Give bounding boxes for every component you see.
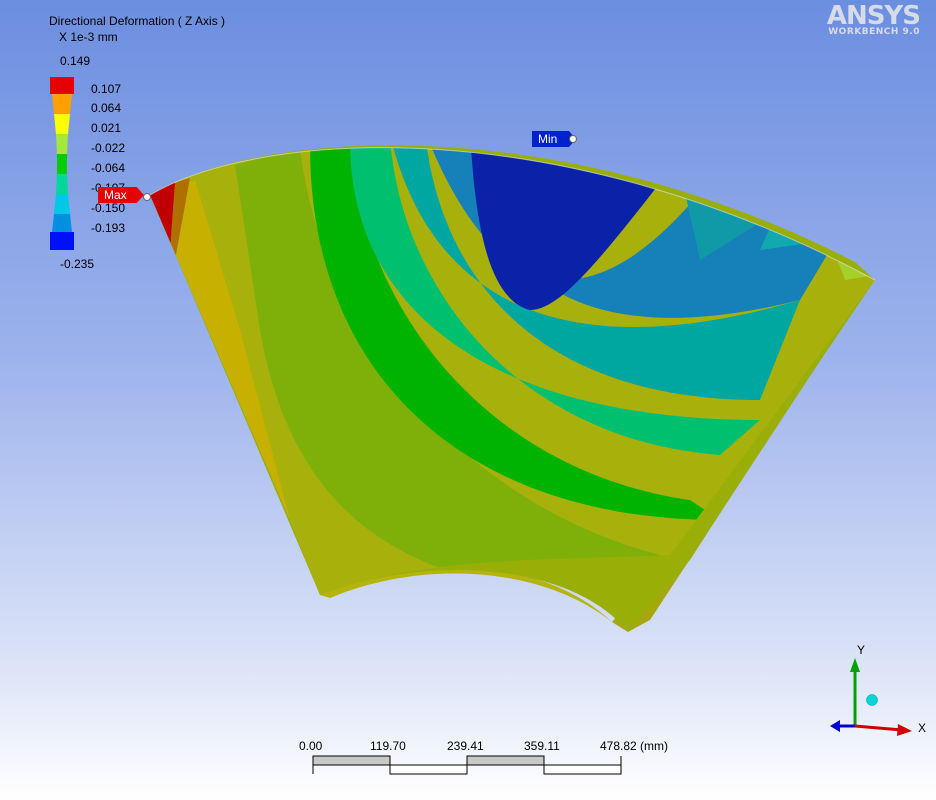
result-unit: X 1e-3 mm <box>59 30 118 44</box>
legend-value: 0.021 <box>91 121 122 135</box>
brand-product: WORKBENCH 9.0 <box>828 27 920 37</box>
min-probe-label[interactable]: Min <box>532 131 576 147</box>
legend-value: -0.064 <box>91 161 126 175</box>
result-title-block: Directional Deformation ( Z Axis ) X 1e-… <box>49 13 225 45</box>
x-axis-label: X <box>918 721 927 735</box>
legend-swatch-3 <box>54 114 70 134</box>
legend-value: 0.149 <box>60 54 91 68</box>
legend-value: 0.107 <box>91 82 122 96</box>
legend-swatch-7 <box>54 194 70 214</box>
legend-value: -0.150 <box>91 201 126 215</box>
y-axis-label: Y <box>857 643 866 657</box>
legend-color-bar <box>50 77 74 250</box>
legend-swatch-8 <box>52 214 72 232</box>
max-probe-label[interactable]: Max <box>98 187 144 203</box>
legend-swatch-4 <box>56 134 68 154</box>
result-title: Directional Deformation ( Z Axis ) <box>49 14 226 28</box>
ansys-logo: ANSYS WORKBENCH 9.0 <box>826 1 921 37</box>
iso-ball-icon[interactable] <box>866 694 878 706</box>
x-axis-arrow <box>854 724 903 732</box>
axis-triad[interactable] <box>820 640 930 750</box>
legend-swatch-5 <box>57 154 67 174</box>
min-probe-marker <box>569 135 577 143</box>
legend-swatch-9 <box>50 232 74 250</box>
legend-value: 0.064 <box>91 101 122 115</box>
legend-swatch-1 <box>50 77 74 94</box>
brand-logo-text: ANSYS <box>826 1 921 31</box>
legend-swatch-6 <box>56 174 68 194</box>
legend-value: -0.235 <box>60 257 95 271</box>
legend-value: -0.193 <box>91 221 126 235</box>
legend-value: -0.022 <box>91 141 126 155</box>
legend-swatch-2 <box>52 94 72 114</box>
contour-legend: 0.149 0.107 0.064 0.021 -0.022 -0.064 -0… <box>0 0 160 280</box>
max-probe-marker <box>143 193 151 201</box>
